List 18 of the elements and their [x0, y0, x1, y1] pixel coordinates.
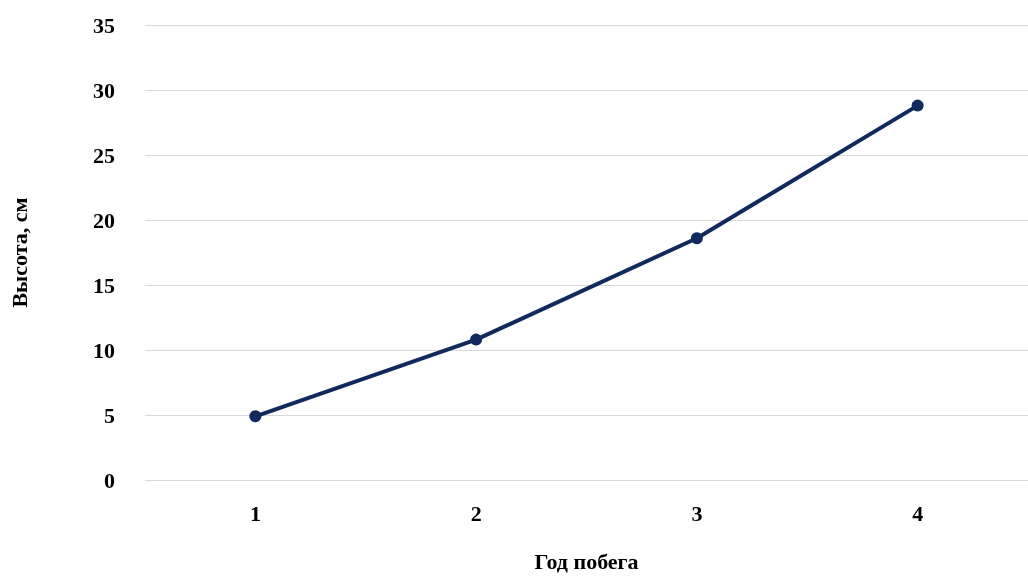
y-tick-label: 20: [93, 207, 115, 233]
y-tick-label: 5: [104, 402, 115, 428]
x-tick-label: 4: [912, 500, 924, 526]
y-tick-label: 30: [93, 77, 115, 103]
point: [249, 410, 262, 423]
y-tick-label: 15: [93, 272, 115, 298]
x-tick-label: 2: [470, 500, 482, 526]
point: [911, 99, 924, 112]
x-axis-title: Год побега: [534, 548, 639, 574]
y-tick-label: 35: [93, 12, 115, 38]
y-tick-label: 10: [93, 337, 115, 363]
point: [690, 232, 703, 245]
y-tick-label: 0: [104, 467, 115, 493]
point: [470, 333, 483, 346]
y-tick-label: 25: [93, 142, 115, 168]
y-axis-title: Высота, см: [6, 197, 32, 308]
x-tick-label: 3: [691, 500, 703, 526]
x-tick-label: 1: [249, 500, 261, 526]
